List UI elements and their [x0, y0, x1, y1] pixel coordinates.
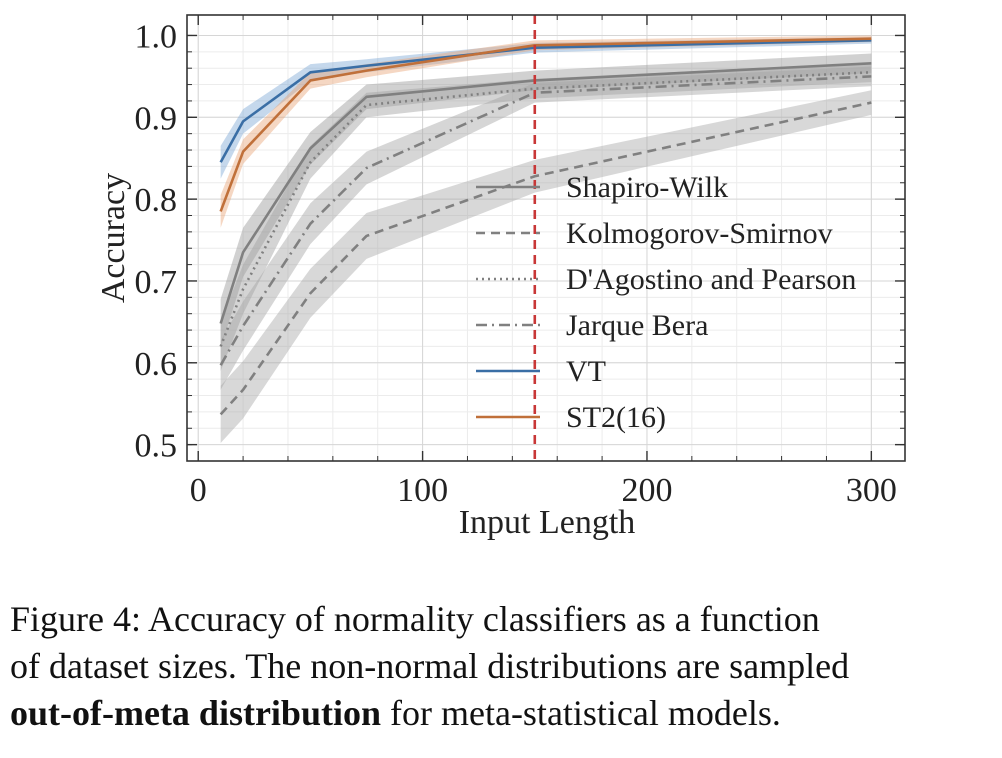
series-line-1 — [219, 101, 872, 416]
legend-label-5: ST2(16) — [566, 401, 666, 434]
x-tick-label: 100 — [397, 472, 448, 509]
x-tick-label: 0 — [190, 472, 207, 509]
plot-frame — [186, 14, 906, 462]
series-line-2 — [219, 70, 872, 347]
y-tick-label: 0.8 — [135, 182, 178, 219]
accuracy-vs-input-length-chart: 0 100 200 300 0.5 0.6 0.7 0.8 0.9 1.0 Shapiro-Wil… — [95, 14, 906, 541]
y-tick-label: 0.6 — [135, 346, 178, 383]
legend-label-1: Kolmogorov-Smirnov — [566, 217, 833, 250]
series-line-0 — [219, 61, 872, 324]
band-1 — [220, 90, 872, 443]
band-3 — [220, 66, 872, 390]
legend-label-0: Shapiro-Wilk — [566, 171, 728, 204]
x-axis-title: Input Length — [459, 504, 636, 541]
confidence-bands — [220, 35, 872, 443]
series-line-5 — [219, 37, 872, 212]
legend-label-2: D'Agostino and Pearson — [566, 263, 856, 296]
legend-label-4: VT — [566, 355, 606, 388]
figure-caption: Figure 4: Accuracy of normality classifi… — [10, 596, 994, 737]
y-tick-label: 1.0 — [135, 18, 178, 55]
grid — [187, 15, 905, 461]
caption-bold-term: out-of-meta distribution — [10, 693, 381, 733]
series-line-3 — [219, 75, 872, 366]
legend: Shapiro-Wilk Kolmogorov-Smirnov D'Agostino… — [476, 171, 856, 434]
axes: 0 100 200 300 0.5 0.6 0.7 0.8 0.9 1.0 — [135, 14, 906, 509]
caption-line-1: Figure 4: Accuracy of normality classifi… — [10, 599, 820, 639]
legend-label-3: Jarque Bera — [566, 309, 708, 342]
y-tick-label: 0.7 — [135, 264, 178, 301]
x-tick-label: 200 — [621, 472, 672, 509]
y-tick-label: 0.5 — [135, 428, 178, 465]
caption-line-2: of dataset sizes. The non-normal distrib… — [10, 646, 850, 686]
series-lines — [219, 37, 872, 416]
series-line-4 — [219, 39, 872, 163]
y-tick-label: 0.9 — [135, 100, 178, 137]
caption-line-3: for meta-statistical models. — [381, 693, 781, 733]
y-axis-title: Accuracy — [95, 173, 132, 303]
x-tick-label: 300 — [846, 472, 897, 509]
